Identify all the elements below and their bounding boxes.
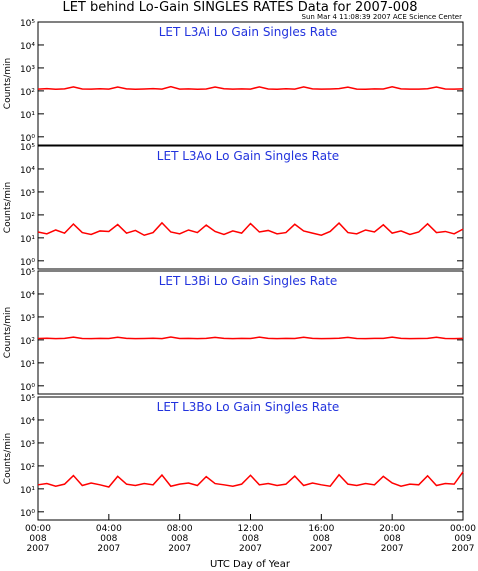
y-tick-label: 10² xyxy=(20,337,35,347)
data-line xyxy=(37,85,464,90)
plot-frame xyxy=(37,396,464,521)
x-tick-label: 2007 xyxy=(452,544,475,554)
x-tick-label: 008 xyxy=(313,534,330,544)
y-tick-label: 10⁰ xyxy=(20,509,35,519)
x-tick-label: 00:00 xyxy=(450,524,476,534)
x-tick-label: 2007 xyxy=(168,544,191,554)
x-tick-label: 008 xyxy=(100,534,117,544)
plot-frame xyxy=(37,145,464,270)
y-tick-label: 10³ xyxy=(20,189,35,199)
y-tick-label: 10⁵ xyxy=(20,268,35,278)
x-tick-label: 2007 xyxy=(310,544,333,554)
data-line xyxy=(37,471,464,488)
plot-frame xyxy=(37,21,464,146)
x-tick-label: 2007 xyxy=(239,544,262,554)
panel-title: LET L3Bi Lo Gain Singles Rate xyxy=(159,274,338,288)
data-line xyxy=(37,221,464,237)
y-tick-label: 10² xyxy=(20,88,35,98)
y-tick-label: 10⁰ xyxy=(20,258,35,268)
x-tick-label: 2007 xyxy=(381,544,404,554)
y-axis-label: Counts/min xyxy=(3,307,13,358)
x-tick-label: 008 xyxy=(242,534,259,544)
panel-title: LET L3Ai Lo Gain Singles Rate xyxy=(159,25,338,39)
x-tick-label: 2007 xyxy=(27,544,50,554)
y-axis-label: Counts/min xyxy=(3,58,13,109)
x-tick-label: 009 xyxy=(454,534,471,544)
x-tick-label: 008 xyxy=(171,534,188,544)
y-tick-label: 10⁴ xyxy=(20,291,35,301)
x-tick-label: 12:00 xyxy=(238,524,264,534)
x-tick-label: 16:00 xyxy=(308,524,334,534)
x-tick-label: 04:00 xyxy=(96,524,122,534)
y-tick-label: 10⁵ xyxy=(20,394,35,404)
y-tick-label: 10¹ xyxy=(20,235,35,245)
panel-title: LET L3Ao Lo Gain Singles Rate xyxy=(157,149,339,163)
x-tick-label: 008 xyxy=(384,534,401,544)
plot-frame xyxy=(37,270,464,395)
x-tick-label: 2007 xyxy=(97,544,120,554)
chart-title: LET behind Lo-Gain SINGLES RATES Data fo… xyxy=(62,0,417,15)
y-tick-label: 10² xyxy=(20,212,35,222)
x-tick-label: 20:00 xyxy=(379,524,405,534)
x-tick-label: 008 xyxy=(29,534,46,544)
y-tick-label: 10⁴ xyxy=(20,42,35,52)
y-axis-label: Counts/min xyxy=(3,182,13,233)
y-tick-label: 10⁴ xyxy=(20,417,35,427)
y-tick-label: 10³ xyxy=(20,314,35,324)
panel-title: LET L3Bo Lo Gain Singles Rate xyxy=(157,400,340,414)
y-tick-label: 10⁰ xyxy=(20,383,35,393)
y-tick-label: 10⁵ xyxy=(20,143,35,153)
y-tick-label: 10² xyxy=(20,463,35,473)
y-tick-label: 10¹ xyxy=(20,111,35,121)
data-line xyxy=(37,336,464,340)
x-tick-label: 00:00 xyxy=(25,524,51,534)
y-tick-label: 10⁴ xyxy=(20,166,35,176)
y-tick-label: 10³ xyxy=(20,440,35,450)
y-axis-label: Counts/min xyxy=(3,433,13,484)
subtitle: Sun Mar 4 11:08:39 2007 ACE Science Cent… xyxy=(302,13,463,21)
y-tick-label: 10³ xyxy=(20,65,35,75)
y-tick-label: 10¹ xyxy=(20,360,35,370)
x-tick-label: 08:00 xyxy=(167,524,193,534)
x-axis-label: UTC Day of Year xyxy=(210,559,291,570)
y-tick-label: 10⁵ xyxy=(20,19,35,29)
y-tick-label: 10¹ xyxy=(20,486,35,496)
y-tick-label: 10⁰ xyxy=(20,134,35,144)
